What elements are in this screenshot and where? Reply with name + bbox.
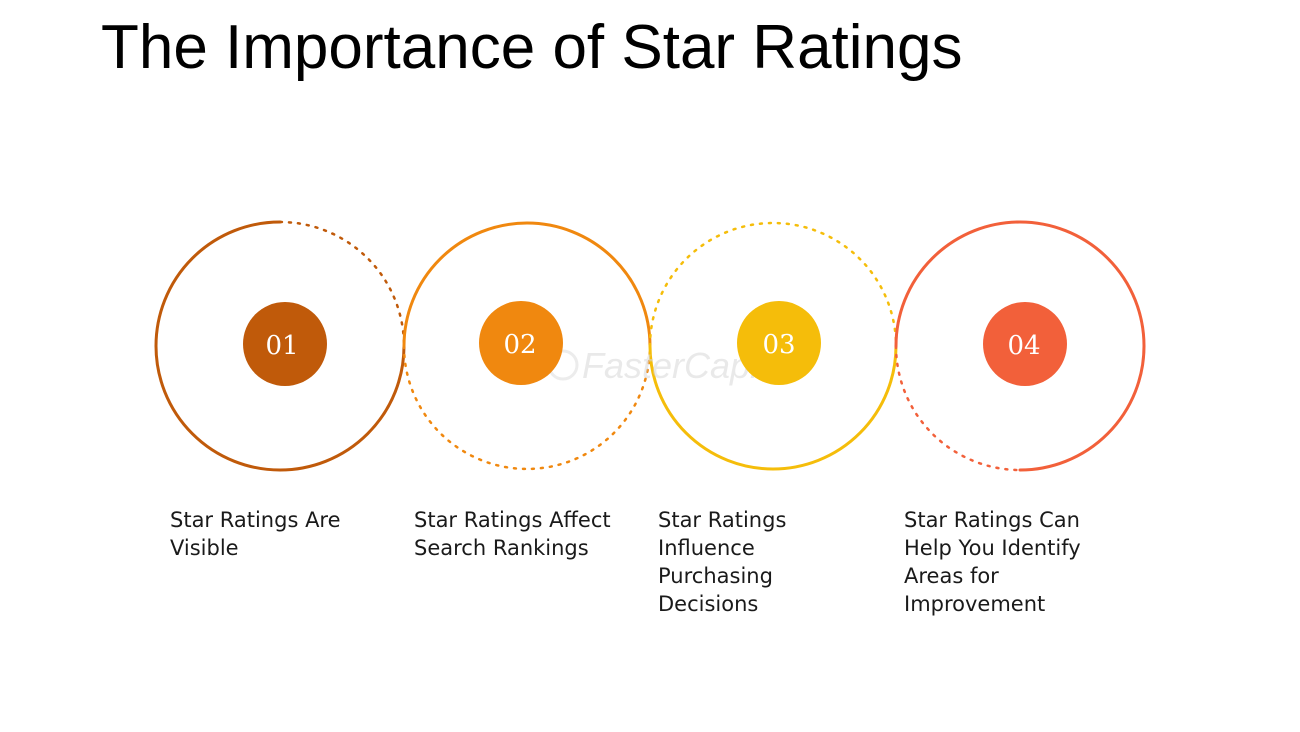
step-1-caption: Star Ratings Are Visible bbox=[170, 508, 341, 560]
step-2-caption: Star Ratings Affect Search Rankings bbox=[414, 508, 611, 560]
step-3-ring bbox=[648, 221, 898, 471]
step-3-caption: Star Ratings Influence Purchasing Decisi… bbox=[658, 508, 787, 616]
step-1-number: 01 bbox=[265, 331, 298, 361]
step-3-ring-solid-arc bbox=[648, 344, 898, 471]
step-1-ring-dotted-arc bbox=[278, 220, 406, 348]
step-4-ring bbox=[894, 220, 1146, 472]
step-3-number: 03 bbox=[762, 330, 795, 360]
step-1-ring bbox=[154, 220, 406, 472]
step-4-badge-circle bbox=[983, 302, 1067, 386]
step-3-badge-circle bbox=[737, 301, 821, 385]
step-1-badge-circle bbox=[243, 302, 327, 386]
step-2-badge: 02 bbox=[479, 301, 563, 385]
step-2-ring-solid-arc bbox=[402, 221, 652, 348]
step-1-ring-solid-arc bbox=[154, 220, 406, 472]
step-2-ring bbox=[402, 221, 652, 471]
step-1-badge: 01 bbox=[243, 302, 327, 386]
step-3-badge: 03 bbox=[737, 301, 821, 385]
step-4-number: 04 bbox=[1007, 331, 1040, 361]
step-2-number: 02 bbox=[503, 330, 536, 360]
step-2-badge-circle bbox=[479, 301, 563, 385]
step-4-badge: 04 bbox=[983, 302, 1067, 386]
step-4-ring-dotted-arc bbox=[894, 344, 1022, 472]
step-4-caption: Star Ratings Can Help You Identify Areas… bbox=[904, 508, 1081, 616]
step-4-ring-solid-arc bbox=[894, 220, 1146, 472]
page-title: The Importance of Star Ratings bbox=[101, 13, 963, 82]
